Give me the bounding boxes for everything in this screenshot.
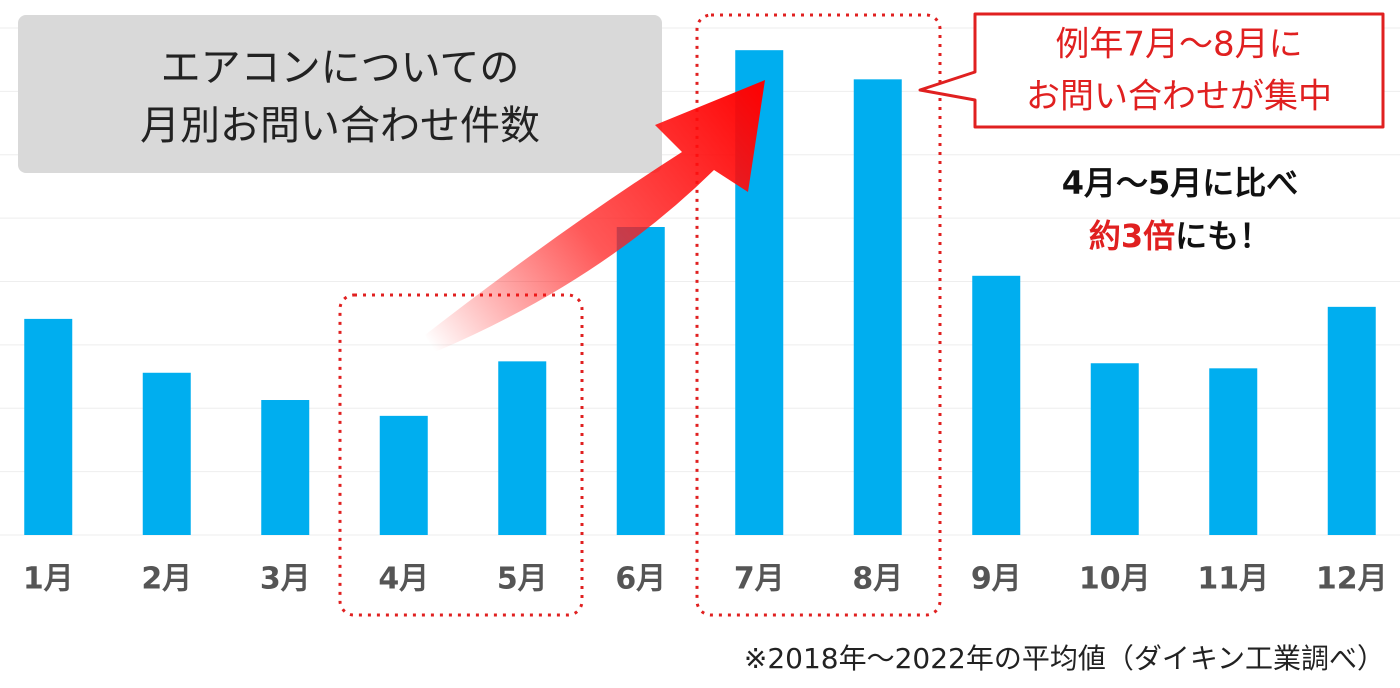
x-tick-label: 11月 bbox=[1197, 562, 1269, 597]
footnote: ※2018年～2022年の平均値（ダイキン工業調べ） bbox=[744, 642, 1385, 675]
callout-text: 例年7月～8月に bbox=[1055, 25, 1302, 65]
emphasis-rest: にも！ bbox=[1175, 217, 1271, 255]
categories: 1月 2月 3月 4月 5月 6月 7月 8月 9月 10月 11月 12月 bbox=[23, 562, 1388, 597]
callout-text: お問い合わせが集中 bbox=[1026, 77, 1332, 117]
emphasis-text: 約3倍にも！ bbox=[1089, 217, 1271, 255]
callout bbox=[918, 12, 1385, 129]
x-tick-label: 8月 bbox=[852, 562, 903, 597]
bar bbox=[261, 400, 310, 535]
x-tick-label: 7月 bbox=[734, 562, 785, 597]
x-tick-label: 5月 bbox=[497, 562, 548, 597]
x-tick-label: 10月 bbox=[1079, 562, 1151, 597]
bar bbox=[1327, 306, 1376, 535]
x-tick-label: 3月 bbox=[260, 562, 311, 597]
bar bbox=[616, 226, 665, 535]
arrow bbox=[425, 80, 765, 352]
x-tick-label: 4月 bbox=[378, 562, 429, 597]
bars bbox=[24, 50, 1376, 536]
bar bbox=[972, 275, 1021, 535]
bar bbox=[142, 372, 191, 535]
x-tick-label: 6月 bbox=[615, 562, 666, 597]
bar bbox=[498, 361, 547, 535]
emphasis: 約3倍 bbox=[1089, 217, 1175, 255]
x-tick-label: 9月 bbox=[971, 562, 1022, 597]
chart-title: エアコンについての bbox=[161, 45, 520, 91]
title-box bbox=[18, 15, 662, 173]
x-tick-label: 2月 bbox=[141, 562, 192, 597]
chart-title: 月別お問い合わせ件数 bbox=[140, 103, 540, 149]
x-tick-label: 12月 bbox=[1316, 562, 1388, 597]
bar bbox=[379, 415, 428, 535]
bar bbox=[1090, 363, 1139, 535]
bar bbox=[853, 79, 902, 536]
bar bbox=[1209, 368, 1258, 535]
bar bbox=[24, 318, 73, 535]
highlight-box bbox=[695, 13, 942, 617]
comparison-text: 4月～5月に比べ bbox=[1062, 164, 1299, 202]
x-tick-label: 1月 bbox=[23, 562, 74, 597]
